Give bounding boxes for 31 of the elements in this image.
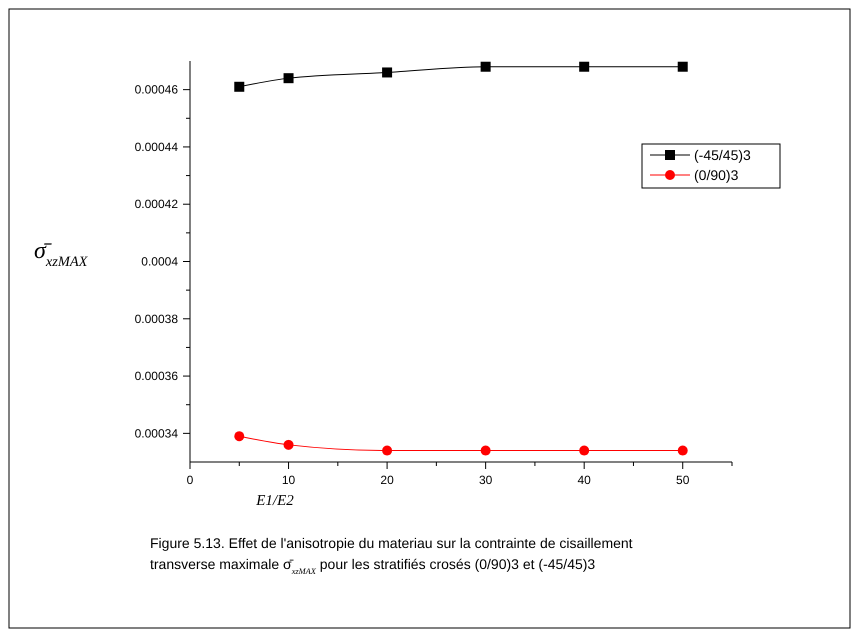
point (579, 446, 590, 456)
point (579, 62, 590, 72)
y-tick-label: 0.00036 (134, 369, 178, 384)
x-tick-label: 50 (676, 473, 690, 487)
caption: Figure 5.13. Effet de l'anisotropie du materiau sur la contrainte de cisaillement (150, 535, 633, 551)
text: transverse maximale σ̄$_{xzMAX}$ pour les stratifiés crosés (0/90)3 et (-45/45)3 (150, 556, 596, 576)
y-tick-label: 0.00046 (134, 82, 178, 97)
legend-label: (0/90)3 (694, 167, 739, 183)
point (678, 446, 688, 456)
x-tick-label: 40 (578, 473, 592, 487)
x-tick-label: 0 (186, 473, 194, 487)
legend-label: (-45/45)3 (694, 147, 752, 163)
point (284, 440, 294, 450)
point (480, 62, 491, 72)
point (234, 431, 244, 442)
point (480, 446, 491, 456)
y-tick-label: 0.00034 (134, 426, 178, 440)
point (382, 67, 392, 78)
point (234, 82, 244, 92)
x-tick-label: 20 (380, 473, 394, 487)
point (678, 62, 688, 72)
y-tick-label: 0.0004 (141, 254, 178, 268)
y-tick-label: 0.00044 (134, 140, 178, 154)
y-axis-title: σ̄$_{xzMAX}$ (34, 238, 89, 270)
point (382, 446, 392, 456)
x-axis-title: E1/E2 (255, 493, 294, 509)
x-tick-label: 10 (282, 473, 296, 487)
y-tick-label: 0.00038 (134, 312, 178, 326)
point (284, 73, 294, 84)
y-tick-label: 0.00042 (134, 197, 178, 212)
x-tick-label: 30 (478, 473, 493, 487)
